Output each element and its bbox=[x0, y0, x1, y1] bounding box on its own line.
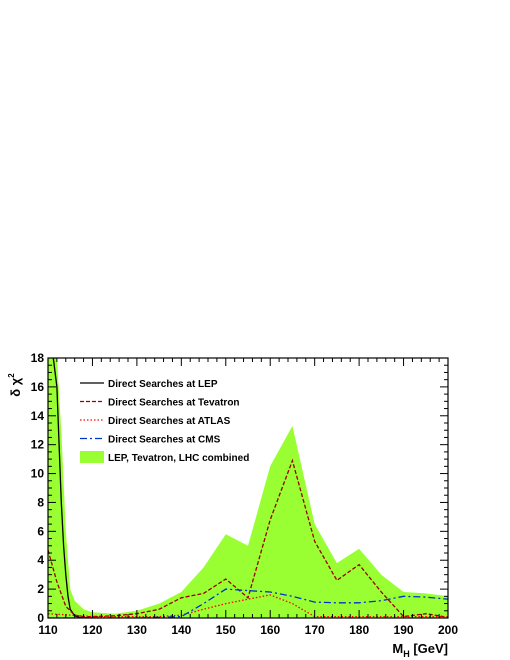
combined-band-area bbox=[48, 358, 448, 618]
y-tick-label: 2 bbox=[37, 582, 44, 596]
plot-area bbox=[48, 358, 448, 618]
y-tick-label: 18 bbox=[31, 351, 45, 365]
legend-swatch-band bbox=[80, 451, 104, 463]
legend-entry-label: Direct Searches at ATLAS bbox=[108, 416, 231, 427]
y-tick-label: 0 bbox=[37, 611, 44, 625]
x-tick-label: 150 bbox=[216, 623, 236, 637]
y-tick-label: 4 bbox=[37, 553, 44, 567]
legend-entry-label: Direct Searches at Tevatron bbox=[108, 398, 240, 409]
x-tick-label: 180 bbox=[349, 623, 369, 637]
x-tick-label: 110 bbox=[38, 623, 58, 637]
y-tick-label: 8 bbox=[37, 495, 44, 509]
legend-entry-label: Direct Searches at LEP bbox=[108, 379, 218, 390]
y-axis-title: δ χ2 bbox=[7, 373, 23, 397]
legend-entry-label: LEP, Tevatron, LHC combined bbox=[108, 453, 249, 464]
y-tick-label: 10 bbox=[31, 467, 45, 481]
x-axis-title: MH [GeV] bbox=[392, 641, 448, 659]
x-tick-label: 170 bbox=[305, 623, 325, 637]
series-line-1 bbox=[48, 458, 448, 618]
axis-ticks: 110 120 130 140 150 160 170 180 190 200 0 2 4 6 8 10 12 1… bbox=[31, 351, 459, 637]
y-tick-label: 12 bbox=[31, 438, 45, 452]
x-tick-label: 160 bbox=[260, 623, 280, 637]
y-tick-label: 14 bbox=[31, 409, 45, 423]
y-tick-label: 6 bbox=[37, 524, 44, 538]
series-line-3 bbox=[48, 588, 448, 618]
x-tick-label: 130 bbox=[127, 623, 147, 637]
legend-entry-label: Direct Searches at CMS bbox=[108, 435, 221, 446]
legend: Direct Searches at LEP Direct Searches at… bbox=[80, 379, 249, 464]
x-tick-label: 120 bbox=[82, 623, 102, 637]
x-tick-label: 140 bbox=[171, 623, 191, 637]
y-tick-label: 16 bbox=[31, 380, 45, 394]
x-tick-label: 190 bbox=[394, 623, 414, 637]
x-tick-label: 200 bbox=[438, 623, 458, 637]
series-line-2 bbox=[48, 594, 448, 618]
